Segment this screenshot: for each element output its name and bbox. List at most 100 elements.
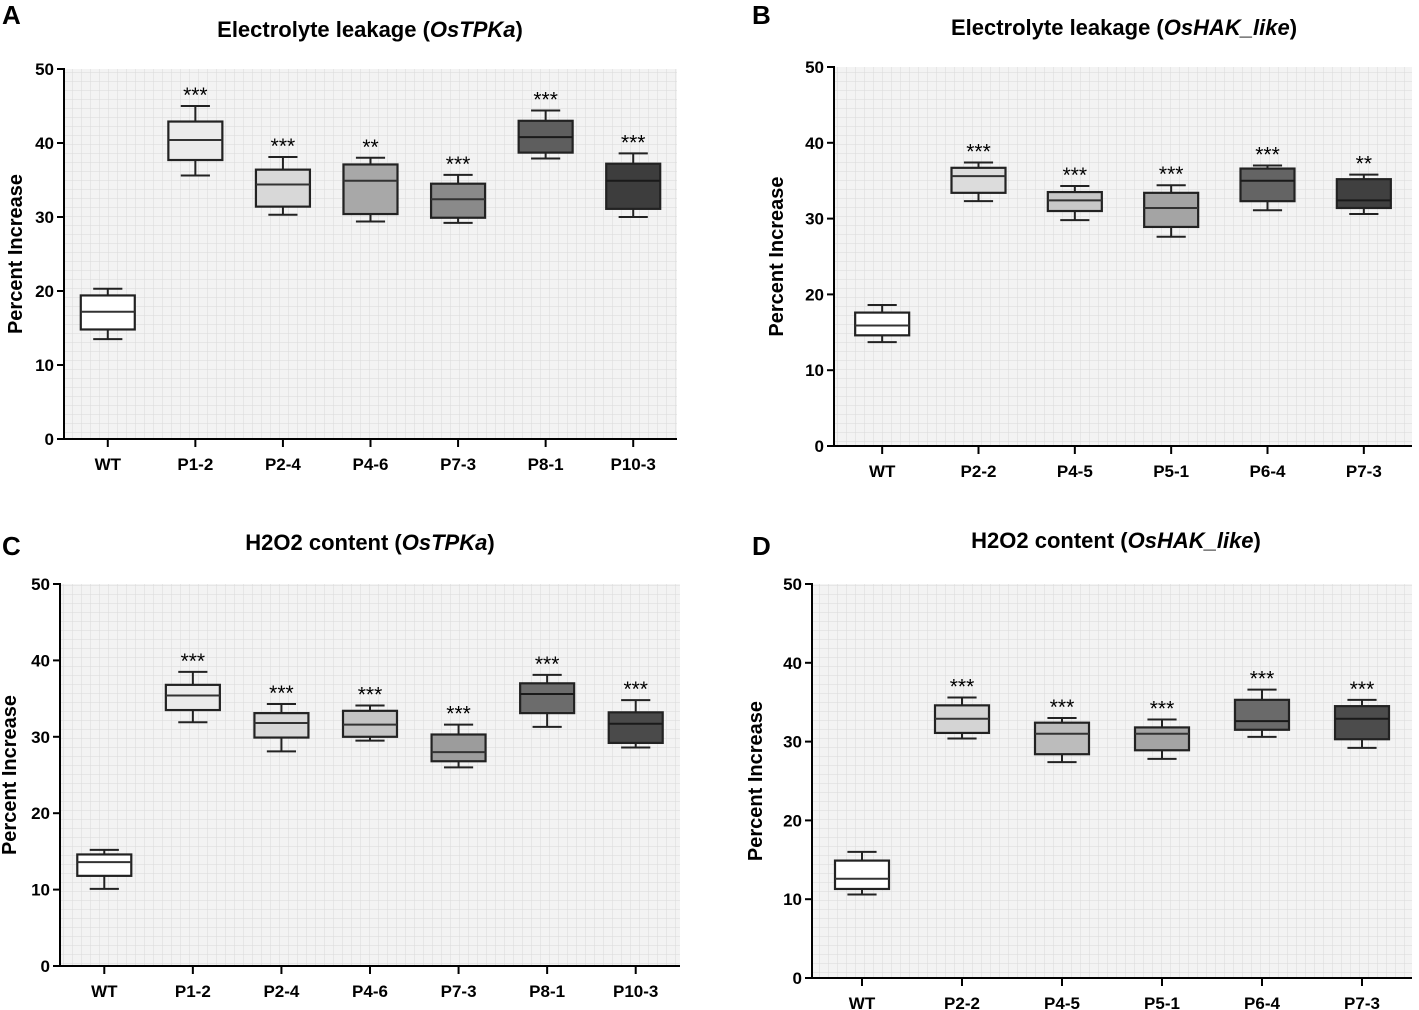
panel-c-significance: *** <box>181 650 206 673</box>
panel-c-y-tick-label: 10 <box>31 881 50 900</box>
panel-c-box <box>430 733 487 763</box>
panel-d-title: H2O2 content (OsHAK_like) <box>971 528 1261 553</box>
panel-a-box <box>254 168 312 208</box>
panel-d-box <box>1333 705 1391 741</box>
panel-c-letter: C <box>2 531 21 561</box>
panel-b-category-label: P5-1 <box>1153 462 1189 481</box>
panel-c-y-tick-label: 20 <box>31 804 50 823</box>
panel-c-title: H2O2 content (OsTPKa) <box>245 530 494 555</box>
panel-b-letter: B <box>752 0 771 30</box>
panel-a-y-tick-label: 0 <box>45 430 54 449</box>
panel-c-y-tick-label: 40 <box>31 651 50 670</box>
panel-b-y-axis-label: Percent Increase <box>766 176 788 336</box>
panel-c-y-axis-label: Percent Increase <box>0 695 21 855</box>
panel-a-significance: *** <box>446 153 471 176</box>
panel-d-category-label: WT <box>849 994 876 1010</box>
panel-c-category-label: P2-4 <box>263 982 299 1001</box>
panel-c-y-tick-label: 30 <box>31 728 50 747</box>
panel-b-category-label: P4-5 <box>1057 462 1093 481</box>
panel-a-category-label: P10-3 <box>611 455 656 474</box>
panel-a-y-tick-label: 40 <box>35 134 54 153</box>
panel-d-letter: D <box>752 531 771 561</box>
panel-a-significance: *** <box>271 135 296 158</box>
panel-d: D H2O2 content (OsHAK_like) Percent Increa… <box>745 528 1412 1010</box>
panel-a-significance: *** <box>183 84 208 107</box>
panel-b-y-tick-label: 30 <box>805 210 824 229</box>
panel-a-y-tick-label: 50 <box>35 60 54 79</box>
panel-b-category-label: P6-4 <box>1250 462 1286 481</box>
panel-a-category-label: P1-2 <box>177 455 213 474</box>
panel-d-y-tick-label: 30 <box>783 733 802 752</box>
panel-c-category-label: P4-6 <box>352 982 388 1001</box>
panel-b-significance: *** <box>1255 144 1280 167</box>
panel-c-box <box>519 682 576 715</box>
panel-a-box <box>342 163 399 216</box>
panel-d-category-label: P6-4 <box>1244 994 1280 1010</box>
panel-c-significance: *** <box>535 653 560 676</box>
panel-b-box <box>854 311 911 337</box>
panel-c-significance: *** <box>446 703 471 726</box>
panel-b-significance: *** <box>966 141 991 164</box>
panel-c-plot-background <box>60 584 680 966</box>
panel-d-significance: *** <box>950 675 975 698</box>
panel-b-plot-background <box>834 67 1412 446</box>
panel-b-box <box>1046 190 1103 213</box>
panel-b-y-tick-label: 20 <box>805 285 824 304</box>
panel-b-category-label: P2-2 <box>961 462 997 481</box>
panel-b-y-tick-label: 10 <box>805 361 824 380</box>
panel-b-category-label: P7-3 <box>1346 462 1382 481</box>
panel-a-significance: *** <box>621 131 646 154</box>
panel-b-box <box>950 166 1007 194</box>
panel-c-significance: *** <box>358 683 383 706</box>
panel-c-category-label: P10-3 <box>613 982 658 1001</box>
panel-a-letter: A <box>2 0 21 30</box>
panel-d-box <box>833 859 891 891</box>
panel-c-y-tick-label: 50 <box>31 575 50 594</box>
panel-d-category-label: P5-1 <box>1144 994 1180 1010</box>
panel-d-y-axis-label: Percent Increase <box>745 701 767 861</box>
panel-c-box <box>253 712 310 739</box>
panel-d-y-tick-label: 50 <box>783 575 802 594</box>
panel-d-significance: *** <box>1150 698 1175 721</box>
panel-b-title: Electrolyte leakage (OsHAK_like) <box>951 15 1297 40</box>
panel-a-category-label: WT <box>95 455 122 474</box>
panel-a-significance: ** <box>362 136 378 159</box>
panel-b-y-tick-label: 0 <box>815 437 824 456</box>
panel-d-category-label: P4-5 <box>1044 994 1080 1010</box>
panel-b-significance: *** <box>1063 164 1088 187</box>
panel-a-plot-background <box>64 69 677 439</box>
panel-a: A Electrolyte leakage (OsTPKa) Percent Inc… <box>2 0 677 474</box>
panel-d-plot-background <box>812 584 1412 978</box>
panel-a-box <box>605 162 662 210</box>
panel-b-box <box>1335 178 1392 210</box>
panel-d-box <box>1033 721 1091 756</box>
panel-a-box <box>429 182 487 219</box>
panel-a-y-tick-label: 10 <box>35 356 54 375</box>
panel-d-category-label: P7-3 <box>1344 994 1380 1010</box>
panel-c-y-tick-label: 0 <box>41 957 50 976</box>
panel-c-category-label: P7-3 <box>441 982 477 1001</box>
panel-c: C H2O2 content (OsTPKa) Percent Increase 0 1… <box>0 530 680 1001</box>
panel-c-category-label: P8-1 <box>529 982 565 1001</box>
panel-c-significance: *** <box>269 682 294 705</box>
panel-a-title: Electrolyte leakage (OsTPKa) <box>217 17 523 42</box>
panel-d-significance: *** <box>1050 696 1075 719</box>
panel-b-box <box>1143 191 1200 229</box>
panel-a-category-label: P2-4 <box>265 455 301 474</box>
panel-c-significance: *** <box>623 678 648 701</box>
panel-c-box <box>164 683 221 712</box>
panel-b-y-tick-label: 40 <box>805 134 824 153</box>
panel-b-significance: *** <box>1159 163 1184 186</box>
panel-d-significance: *** <box>1250 668 1275 691</box>
panel-d-significance: *** <box>1350 678 1375 701</box>
panel-c-box <box>76 853 133 877</box>
panel-c-category-label: WT <box>91 982 118 1001</box>
panel-d-box <box>1233 698 1291 731</box>
panel-b: B Electrolyte leakage (OsHAK_like) Percent… <box>752 0 1412 481</box>
panel-a-y-tick-label: 30 <box>35 208 54 227</box>
panel-a-y-axis-label: Percent Increase <box>5 174 27 334</box>
panel-b-significance: ** <box>1356 153 1372 176</box>
panel-d-category-label: P2-2 <box>944 994 980 1010</box>
panel-b-box <box>1239 167 1296 203</box>
